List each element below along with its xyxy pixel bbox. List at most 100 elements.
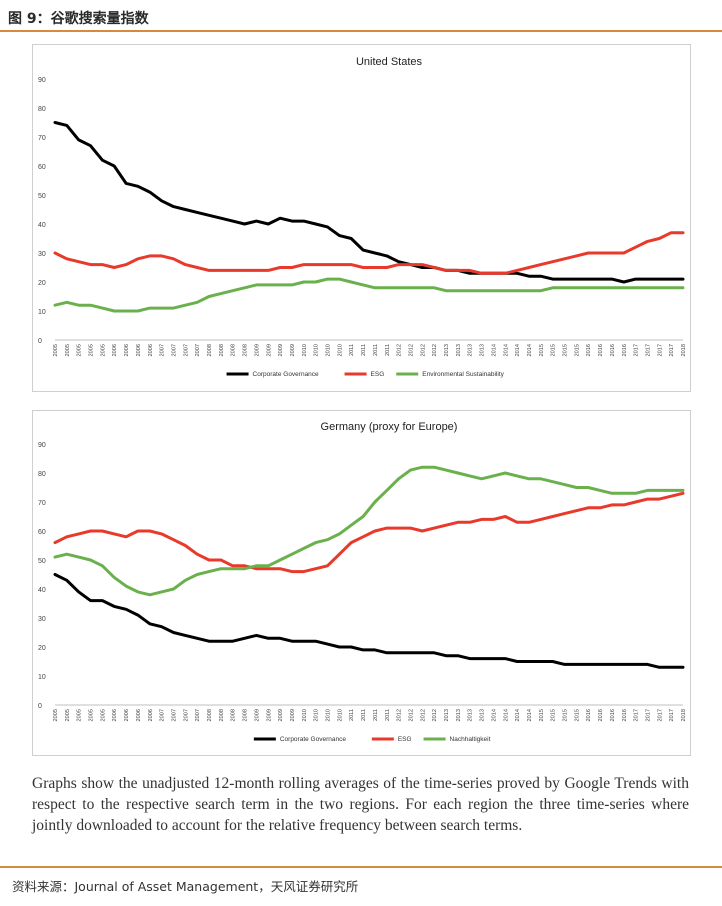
x-tick-label: 2008 xyxy=(219,344,225,356)
x-tick-label: 2018 xyxy=(681,344,687,356)
x-tick-label: 2013 xyxy=(468,344,474,356)
x-tick-label: 2018 xyxy=(681,709,687,721)
x-tick-label: 2017 xyxy=(657,344,663,356)
x-tick-label: 2015 xyxy=(574,344,580,356)
series-line-nachhaltigkeit xyxy=(53,465,685,597)
x-tick-label: 2010 xyxy=(337,344,343,356)
x-tick-label: 2007 xyxy=(160,709,166,721)
y-tick-label: 60 xyxy=(38,529,46,536)
x-tick-label: 2009 xyxy=(266,344,272,356)
chart-title: Germany (proxy for Europe) xyxy=(321,421,458,433)
x-tick-label: 2013 xyxy=(480,709,486,721)
y-tick-label: 30 xyxy=(38,251,46,258)
legend-label: Corporate Governance xyxy=(253,371,320,378)
x-tick-label: 2012 xyxy=(420,344,426,356)
x-tick-label: 2010 xyxy=(337,709,343,721)
x-tick-label: 2009 xyxy=(254,709,260,721)
x-tick-label: 2010 xyxy=(314,344,320,356)
x-tick-label: 2015 xyxy=(563,709,569,721)
x-tick-label: 2008 xyxy=(207,344,213,356)
x-tick-label: 2005 xyxy=(53,709,59,721)
x-tick-label: 2010 xyxy=(302,344,308,356)
series-line-esg xyxy=(53,231,685,275)
x-tick-label: 2009 xyxy=(278,709,284,721)
x-tick-label: 2016 xyxy=(610,709,616,721)
x-tick-label: 2008 xyxy=(219,709,225,721)
source-note: 资料来源：Journal of Asset Management，天风证券研究所 xyxy=(12,879,359,894)
x-tick-label: 2017 xyxy=(669,709,675,721)
y-tick-label: 70 xyxy=(38,500,46,507)
y-tick-label: 30 xyxy=(38,616,46,623)
x-tick-label: 2017 xyxy=(634,709,640,721)
x-tick-label: 2016 xyxy=(586,709,592,721)
x-tick-label: 2005 xyxy=(77,709,83,721)
y-tick-label: 60 xyxy=(38,164,46,171)
x-tick-label: 2017 xyxy=(645,709,651,721)
title-divider xyxy=(0,30,722,32)
x-tick-label: 2012 xyxy=(397,344,403,356)
x-tick-label: 2008 xyxy=(231,709,237,721)
x-tick-label: 2016 xyxy=(598,709,604,721)
series-line-corporate-governance xyxy=(53,573,685,669)
series-line-esg xyxy=(53,491,685,574)
x-tick-label: 2005 xyxy=(77,344,83,356)
x-tick-label: 2005 xyxy=(65,344,71,356)
x-tick-label: 2014 xyxy=(527,709,533,721)
x-tick-label: 2011 xyxy=(349,709,355,721)
y-tick-label: 0 xyxy=(38,703,42,710)
y-tick-label: 10 xyxy=(38,674,46,681)
x-tick-label: 2008 xyxy=(243,709,249,721)
x-tick-label: 2013 xyxy=(444,709,450,721)
x-tick-label: 2006 xyxy=(148,709,154,721)
x-tick-label: 2013 xyxy=(456,344,462,356)
x-tick-label: 2012 xyxy=(420,709,426,721)
x-tick-label: 2013 xyxy=(468,709,474,721)
x-tick-label: 2017 xyxy=(657,709,663,721)
x-tick-label: 2006 xyxy=(136,709,142,721)
x-tick-label: 2010 xyxy=(326,709,332,721)
x-tick-label: 2005 xyxy=(65,709,71,721)
y-tick-label: 80 xyxy=(38,106,46,113)
y-tick-label: 80 xyxy=(38,471,46,478)
x-tick-label: 2005 xyxy=(89,344,95,356)
x-tick-label: 2013 xyxy=(444,344,450,356)
x-tick-label: 2015 xyxy=(574,709,580,721)
x-tick-label: 2009 xyxy=(254,344,260,356)
x-tick-label: 2011 xyxy=(361,344,367,356)
x-tick-label: 2009 xyxy=(278,344,284,356)
y-tick-label: 40 xyxy=(38,222,46,229)
germany-chart: Germany (proxy for Europe) 0 10 20 30 40 50 60 7… xyxy=(38,421,687,743)
x-tick-label: 2005 xyxy=(89,709,95,721)
x-tick-label: 2012 xyxy=(432,344,438,356)
x-tick-label: 2016 xyxy=(586,344,592,356)
x-tick-label: 2006 xyxy=(148,344,154,356)
x-tick-label: 2014 xyxy=(503,344,509,356)
x-tick-label: 2008 xyxy=(231,344,237,356)
y-tick-label: 90 xyxy=(38,442,46,449)
y-tick-label: 40 xyxy=(38,587,46,594)
x-tick-label: 2010 xyxy=(326,344,332,356)
series-line-corporate-governance xyxy=(53,121,685,284)
x-tick-label: 2006 xyxy=(112,344,118,356)
x-tick-label: 2011 xyxy=(349,344,355,356)
x-tick-label: 2016 xyxy=(622,709,628,721)
us-chart: United States 0 10 20 30 40 50 60 70 80 90 2005 2005… xyxy=(38,56,687,378)
y-tick-label: 50 xyxy=(38,193,46,200)
x-tick-label: 2015 xyxy=(539,344,545,356)
x-tick-label: 2015 xyxy=(551,709,557,721)
figure-title: 图 9：谷歌搜索量指数 xyxy=(8,11,149,27)
x-tick-label: 2010 xyxy=(302,709,308,721)
legend-label: Nachhaltigkeit xyxy=(450,736,491,743)
y-tick-label: 90 xyxy=(38,77,46,84)
y-tick-label: 20 xyxy=(38,280,46,287)
x-tick-label: 2007 xyxy=(195,709,201,721)
x-tick-label: 2006 xyxy=(124,709,130,721)
x-tick-label: 2005 xyxy=(100,709,106,721)
x-tick-label: 2015 xyxy=(539,709,545,721)
x-tick-label: 2011 xyxy=(373,709,379,721)
x-tick-label: 2016 xyxy=(622,344,628,356)
x-tick-label: 2012 xyxy=(408,709,414,721)
x-tick-label: 2014 xyxy=(515,344,521,356)
x-tick-label: 2007 xyxy=(171,344,177,356)
x-tick-label: 2012 xyxy=(408,344,414,356)
